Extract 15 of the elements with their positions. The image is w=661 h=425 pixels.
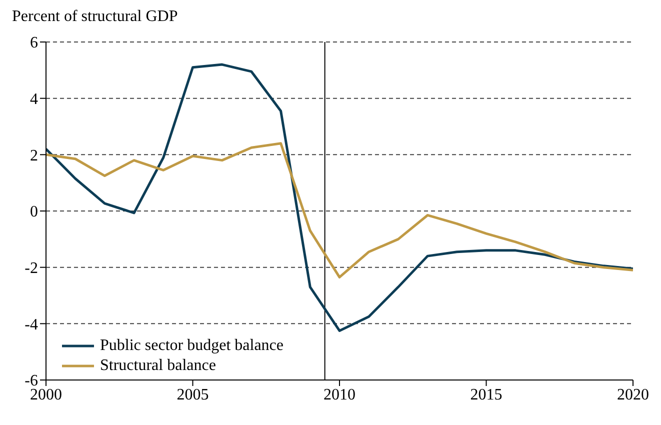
y-tick-label: -4 xyxy=(24,316,38,334)
y-tick-label: 2 xyxy=(30,147,38,164)
x-tick-label: 2015 xyxy=(470,386,502,404)
y-tick-label: 4 xyxy=(30,91,38,108)
y-tick-label: 6 xyxy=(30,34,38,52)
line-series xyxy=(46,142,633,278)
y-tick-label: -2 xyxy=(24,260,38,278)
x-tick-label: 2010 xyxy=(324,386,356,404)
y-axis-title: Percent of structural GDP xyxy=(12,8,179,27)
x-tick-label: 2005 xyxy=(176,386,209,404)
y-tick-label: 0 xyxy=(30,204,38,221)
x-tick-label: 2020 xyxy=(617,386,649,404)
legend-label: Public sector budget balance xyxy=(100,336,284,356)
legend-label: Structural balance xyxy=(100,356,216,376)
line-series xyxy=(46,63,633,332)
